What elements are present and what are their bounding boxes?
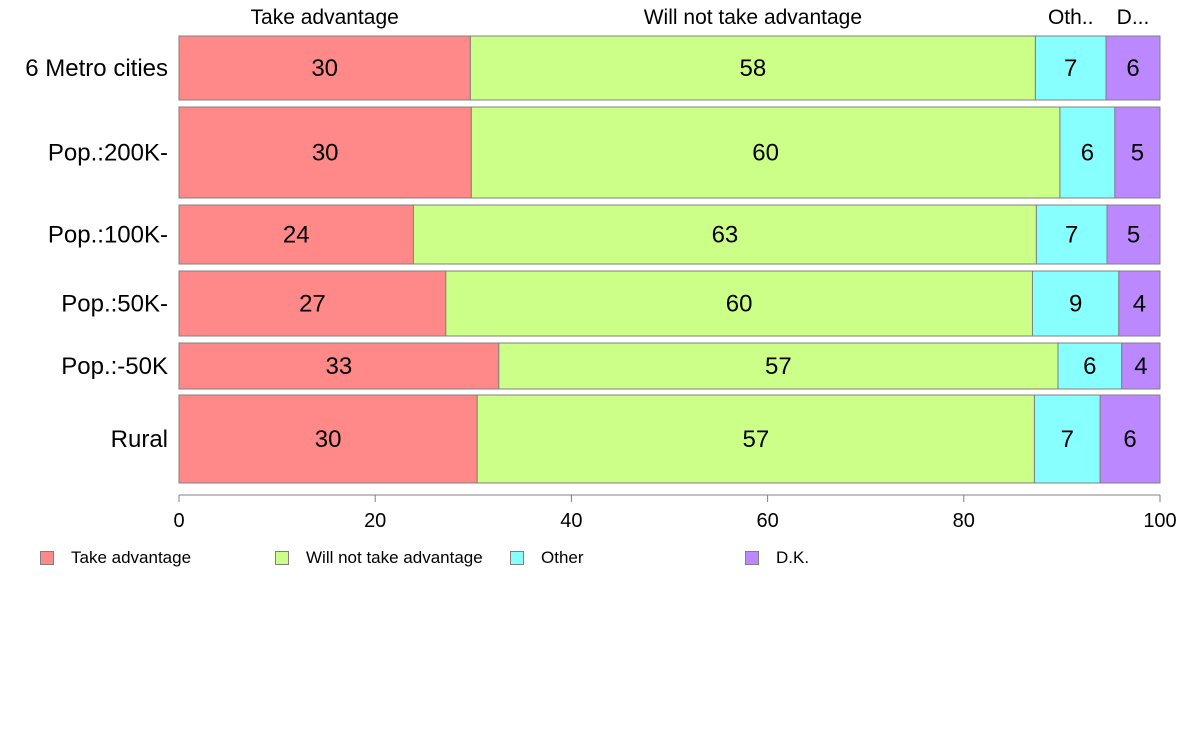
bar-segment	[1099, 394, 1161, 484]
data-label: 60	[726, 291, 753, 318]
data-label: 6	[1081, 140, 1094, 167]
bar-segment	[1033, 394, 1101, 484]
data-label: 5	[1127, 222, 1140, 249]
bar-segment	[476, 394, 1035, 484]
bar-segment	[178, 106, 472, 199]
data-label: 6	[1083, 353, 1096, 380]
category-label: Pop.:-50K	[61, 353, 168, 380]
bar-segment	[1121, 342, 1161, 390]
bar-segment	[178, 342, 500, 390]
bar-segment	[498, 342, 1059, 390]
legend-item: Other	[510, 548, 584, 568]
data-label: 5	[1131, 140, 1144, 167]
x-tick-label: 20	[364, 510, 386, 532]
bar-segment	[1057, 342, 1123, 390]
legend-swatch	[275, 551, 289, 565]
data-label: 63	[712, 222, 739, 249]
bar-segment	[178, 35, 471, 101]
data-label: 30	[311, 55, 338, 82]
data-label: 30	[312, 140, 339, 167]
bar-segment	[178, 204, 414, 265]
data-label: 60	[752, 140, 779, 167]
x-tick-label: 0	[173, 510, 184, 532]
bar-segment	[470, 106, 1061, 199]
bar-segment	[1034, 35, 1107, 101]
data-label: 57	[742, 426, 769, 453]
data-label: 7	[1061, 426, 1074, 453]
legend-item: D.K.	[745, 548, 809, 568]
bar-segment	[445, 270, 1033, 337]
category-label: 6 Metro cities	[25, 55, 168, 82]
x-tick-label: 100	[1143, 510, 1176, 532]
column-header-label: Will not take advantage	[644, 6, 862, 29]
bar-segment	[412, 204, 1037, 265]
column-header-label: Oth..	[1048, 6, 1094, 29]
data-label: 6	[1123, 426, 1136, 453]
column-header-label: Take advantage	[251, 6, 399, 29]
data-label: 24	[283, 222, 310, 249]
bar-segment	[1106, 204, 1161, 265]
bar-segment	[1118, 270, 1161, 337]
data-label: 7	[1064, 55, 1077, 82]
legend-label: Take advantage	[71, 548, 192, 567]
data-label: 30	[315, 426, 342, 453]
data-label: 4	[1134, 353, 1147, 380]
x-tick-label: 60	[756, 510, 778, 532]
bar-segment	[178, 394, 478, 484]
legend-swatch	[510, 551, 524, 565]
legend-item: Will not take advantage	[275, 548, 483, 568]
data-label: 57	[765, 353, 792, 380]
data-label: 58	[740, 55, 767, 82]
legend-swatch	[40, 551, 54, 565]
category-label: Rural	[111, 426, 168, 453]
legend-label: D.K.	[776, 548, 810, 567]
legend-swatch	[745, 551, 759, 565]
data-label: 4	[1133, 291, 1146, 318]
legend-label: Will not take advantage	[306, 548, 483, 567]
bar-segment	[178, 270, 447, 337]
bar-segment	[1059, 106, 1116, 199]
data-label: 27	[299, 291, 326, 318]
legend-label: Other	[541, 548, 584, 567]
bar-segment	[1105, 35, 1161, 101]
bar-segment	[1114, 106, 1161, 199]
x-tick-label: 40	[560, 510, 582, 532]
data-label: 33	[326, 353, 353, 380]
data-label: 7	[1065, 222, 1078, 249]
category-label: Pop.:200K-	[48, 140, 168, 167]
data-label: 6	[1126, 55, 1139, 82]
category-label: Pop.:100K-	[48, 222, 168, 249]
legend-item: Take advantage	[40, 548, 191, 568]
x-tick-label: 80	[953, 510, 975, 532]
column-header-label: D...	[1117, 6, 1150, 29]
bar-segment	[469, 35, 1036, 101]
data-label: 9	[1069, 291, 1082, 318]
legend: Take advantage Will not take advantage Oth…	[0, 548, 1188, 570]
category-label: Pop.:50K-	[61, 291, 168, 318]
